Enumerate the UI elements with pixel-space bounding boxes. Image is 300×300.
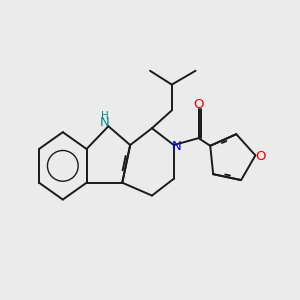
Text: O: O [256,150,266,163]
Text: N: N [100,116,109,129]
Text: O: O [193,98,204,111]
Text: N: N [171,140,181,152]
Text: H: H [100,111,108,121]
